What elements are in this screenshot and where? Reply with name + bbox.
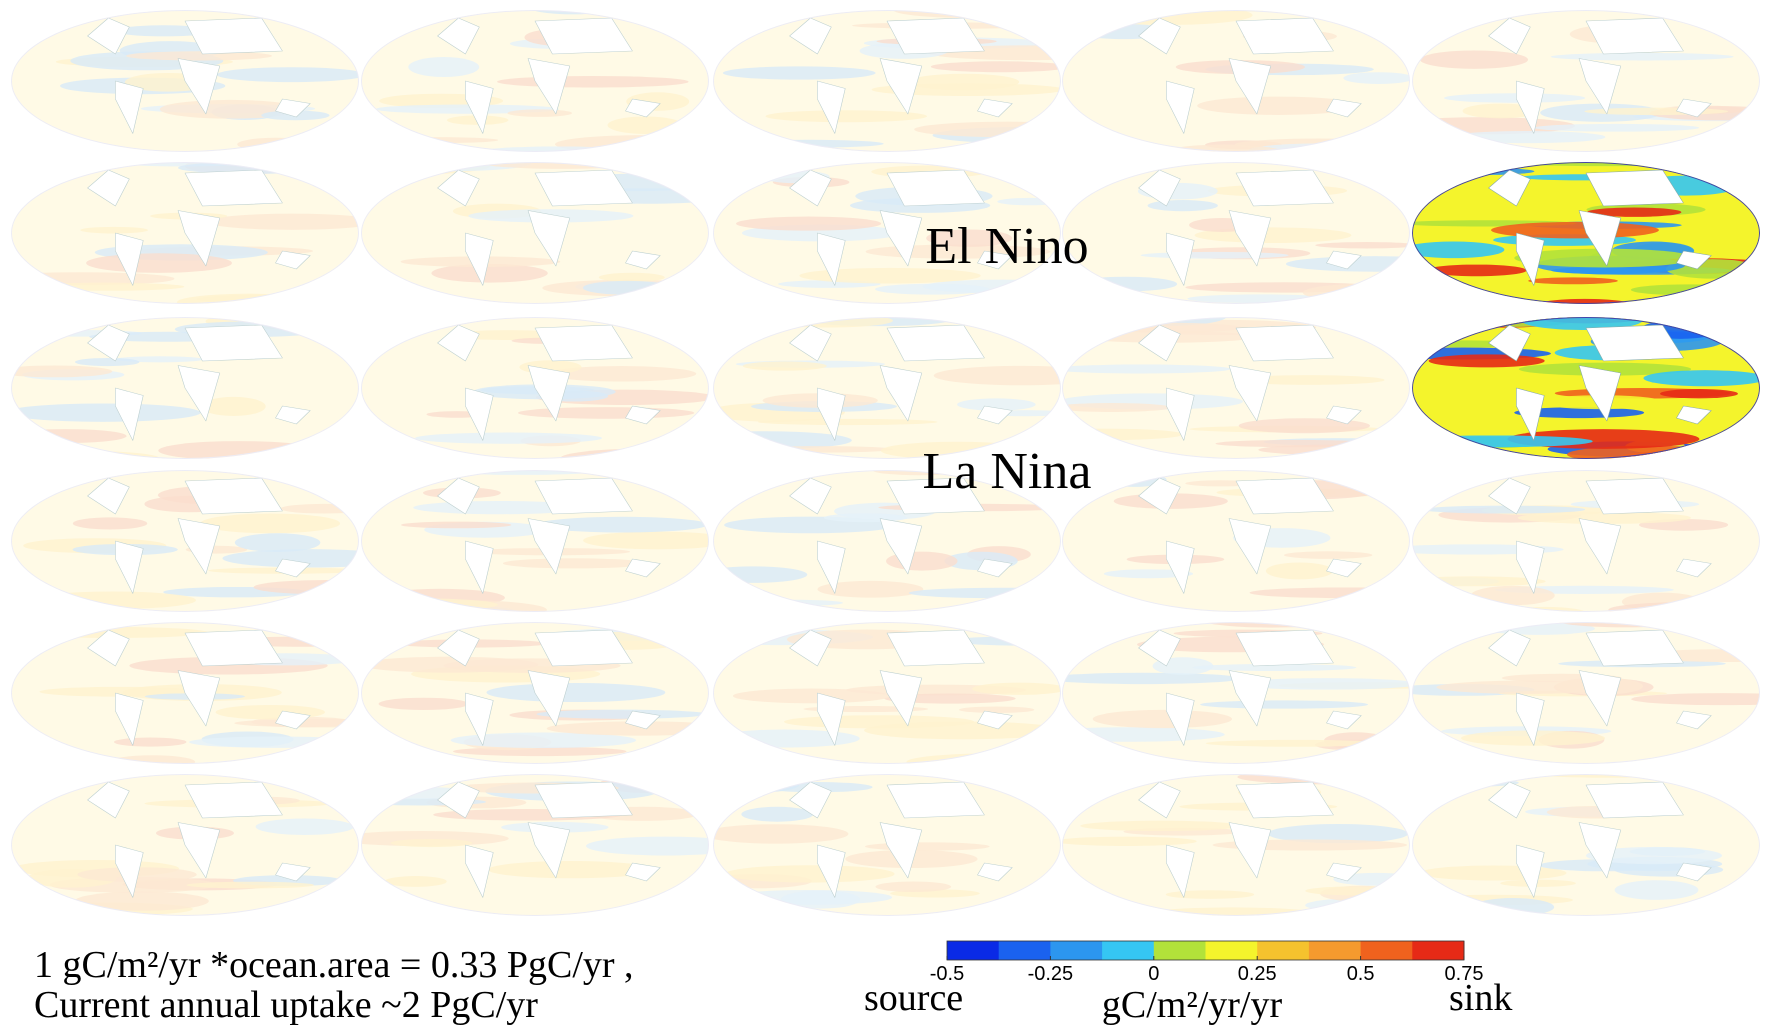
map-panel bbox=[318, 459, 756, 620]
map-panel bbox=[336, 770, 745, 920]
slide: El Nino La Nina 1 gC/m²/yr *ocean.area =… bbox=[0, 0, 1768, 1029]
map-panel bbox=[1045, 3, 1414, 164]
colorbar-units: gC/m²/yr/yr bbox=[1102, 984, 1283, 1026]
colorbar-segment bbox=[1361, 941, 1413, 960]
el-nino-label: El Nino bbox=[925, 218, 1088, 275]
map-panel bbox=[11, 466, 399, 616]
map-panel bbox=[1411, 768, 1760, 920]
map-panel bbox=[1387, 6, 1768, 156]
colorbar-tick-label: -0.25 bbox=[1028, 963, 1074, 985]
colorbar-left-label: source bbox=[864, 977, 963, 1019]
map-panel bbox=[1055, 770, 1428, 924]
colorbar-right-label: sink bbox=[1449, 977, 1512, 1019]
map-panel bbox=[361, 0, 740, 156]
map-panel bbox=[0, 313, 359, 466]
colorbar-segment bbox=[999, 941, 1051, 960]
map-panel bbox=[360, 618, 735, 768]
map-panel bbox=[0, 157, 390, 311]
map-panel bbox=[11, 2, 366, 156]
footnote-line: 1 gC/m²/yr *ocean.area = 0.33 PgC/yr , bbox=[34, 944, 634, 986]
colorbar-segment bbox=[947, 941, 999, 960]
la-nina-label: La Nina bbox=[923, 443, 1092, 500]
footnote-line: Current annual uptake ~2 PgC/yr bbox=[34, 984, 538, 1026]
map-panel bbox=[1033, 608, 1453, 768]
map-panel bbox=[313, 152, 737, 308]
map-panel bbox=[676, 615, 1110, 771]
map-panel bbox=[703, 770, 1061, 921]
colorbar-tick-label: 0 bbox=[1148, 963, 1159, 985]
colorbar-segment bbox=[1206, 941, 1258, 960]
map-panel bbox=[1376, 310, 1768, 463]
colorbar-tick-label: 0.25 bbox=[1238, 963, 1277, 985]
map-panel bbox=[1062, 158, 1464, 308]
map-grid bbox=[0, 0, 1768, 924]
colorbar-segment bbox=[1412, 941, 1464, 960]
map-panel bbox=[11, 618, 412, 768]
colorbar-segment bbox=[1102, 941, 1154, 960]
colorbar-segment bbox=[1050, 941, 1102, 960]
colorbar-segment bbox=[1309, 941, 1361, 960]
map-panel bbox=[1021, 306, 1422, 463]
map-panel bbox=[1386, 466, 1764, 620]
map-panel bbox=[361, 313, 735, 468]
map-panel bbox=[675, 312, 1109, 463]
colorbar-tick-label: 0.5 bbox=[1347, 963, 1375, 985]
map-panel bbox=[1390, 612, 1768, 768]
map-panel bbox=[1400, 158, 1768, 312]
map-panel bbox=[1062, 461, 1439, 624]
colorbar-segment bbox=[1257, 941, 1309, 960]
slide-canvas: El Nino La Nina 1 gC/m²/yr *ocean.area =… bbox=[0, 0, 1768, 1029]
map-panel bbox=[11, 765, 359, 920]
colorbar-segment bbox=[1154, 941, 1206, 960]
